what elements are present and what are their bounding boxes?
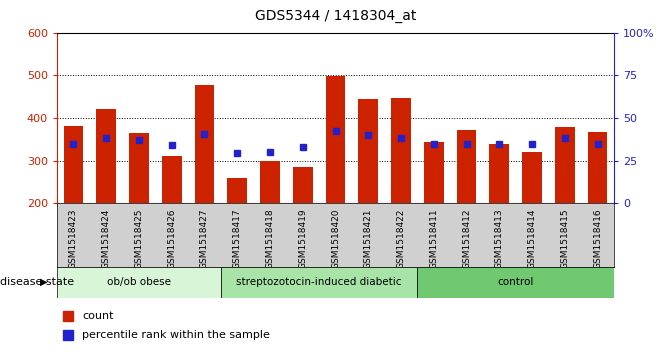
Text: GSM1518411: GSM1518411 <box>429 208 438 269</box>
Bar <box>555 127 574 203</box>
Bar <box>293 167 313 203</box>
Bar <box>260 162 280 203</box>
Text: streptozotocin-induced diabetic: streptozotocin-induced diabetic <box>236 277 402 287</box>
Text: GSM1518421: GSM1518421 <box>364 208 373 269</box>
Text: GSM1518419: GSM1518419 <box>298 208 307 269</box>
Bar <box>424 142 444 203</box>
Text: GSM1518416: GSM1518416 <box>593 208 602 269</box>
Bar <box>227 178 247 203</box>
Bar <box>522 152 542 203</box>
Text: percentile rank within the sample: percentile rank within the sample <box>82 330 270 340</box>
Bar <box>358 99 378 203</box>
Text: GSM1518427: GSM1518427 <box>200 208 209 269</box>
Bar <box>325 76 346 203</box>
Text: ▶: ▶ <box>40 277 47 287</box>
Text: GSM1518424: GSM1518424 <box>102 208 111 269</box>
Text: GSM1518425: GSM1518425 <box>134 208 144 269</box>
Text: GSM1518422: GSM1518422 <box>397 208 405 269</box>
Text: GSM1518418: GSM1518418 <box>266 208 274 269</box>
Text: GDS5344 / 1418304_at: GDS5344 / 1418304_at <box>255 9 416 23</box>
Text: control: control <box>497 277 534 287</box>
Bar <box>162 155 182 203</box>
Text: disease state: disease state <box>0 277 74 287</box>
Bar <box>129 133 149 203</box>
Bar <box>195 85 214 203</box>
Text: GSM1518417: GSM1518417 <box>233 208 242 269</box>
Bar <box>97 110 116 203</box>
Bar <box>489 144 509 203</box>
Text: GSM1518426: GSM1518426 <box>167 208 176 269</box>
Bar <box>221 267 417 298</box>
Text: GSM1518423: GSM1518423 <box>69 208 78 269</box>
Text: ob/ob obese: ob/ob obese <box>107 277 171 287</box>
Bar <box>457 130 476 203</box>
Text: GSM1518420: GSM1518420 <box>331 208 340 269</box>
Text: count: count <box>82 311 113 321</box>
Bar <box>588 132 607 203</box>
Bar <box>57 267 221 298</box>
Text: GSM1518414: GSM1518414 <box>527 208 537 269</box>
Text: GSM1518412: GSM1518412 <box>462 208 471 269</box>
Text: GSM1518413: GSM1518413 <box>495 208 504 269</box>
Bar <box>417 267 614 298</box>
Bar <box>64 126 83 203</box>
Text: GSM1518415: GSM1518415 <box>560 208 569 269</box>
Bar <box>391 98 411 203</box>
